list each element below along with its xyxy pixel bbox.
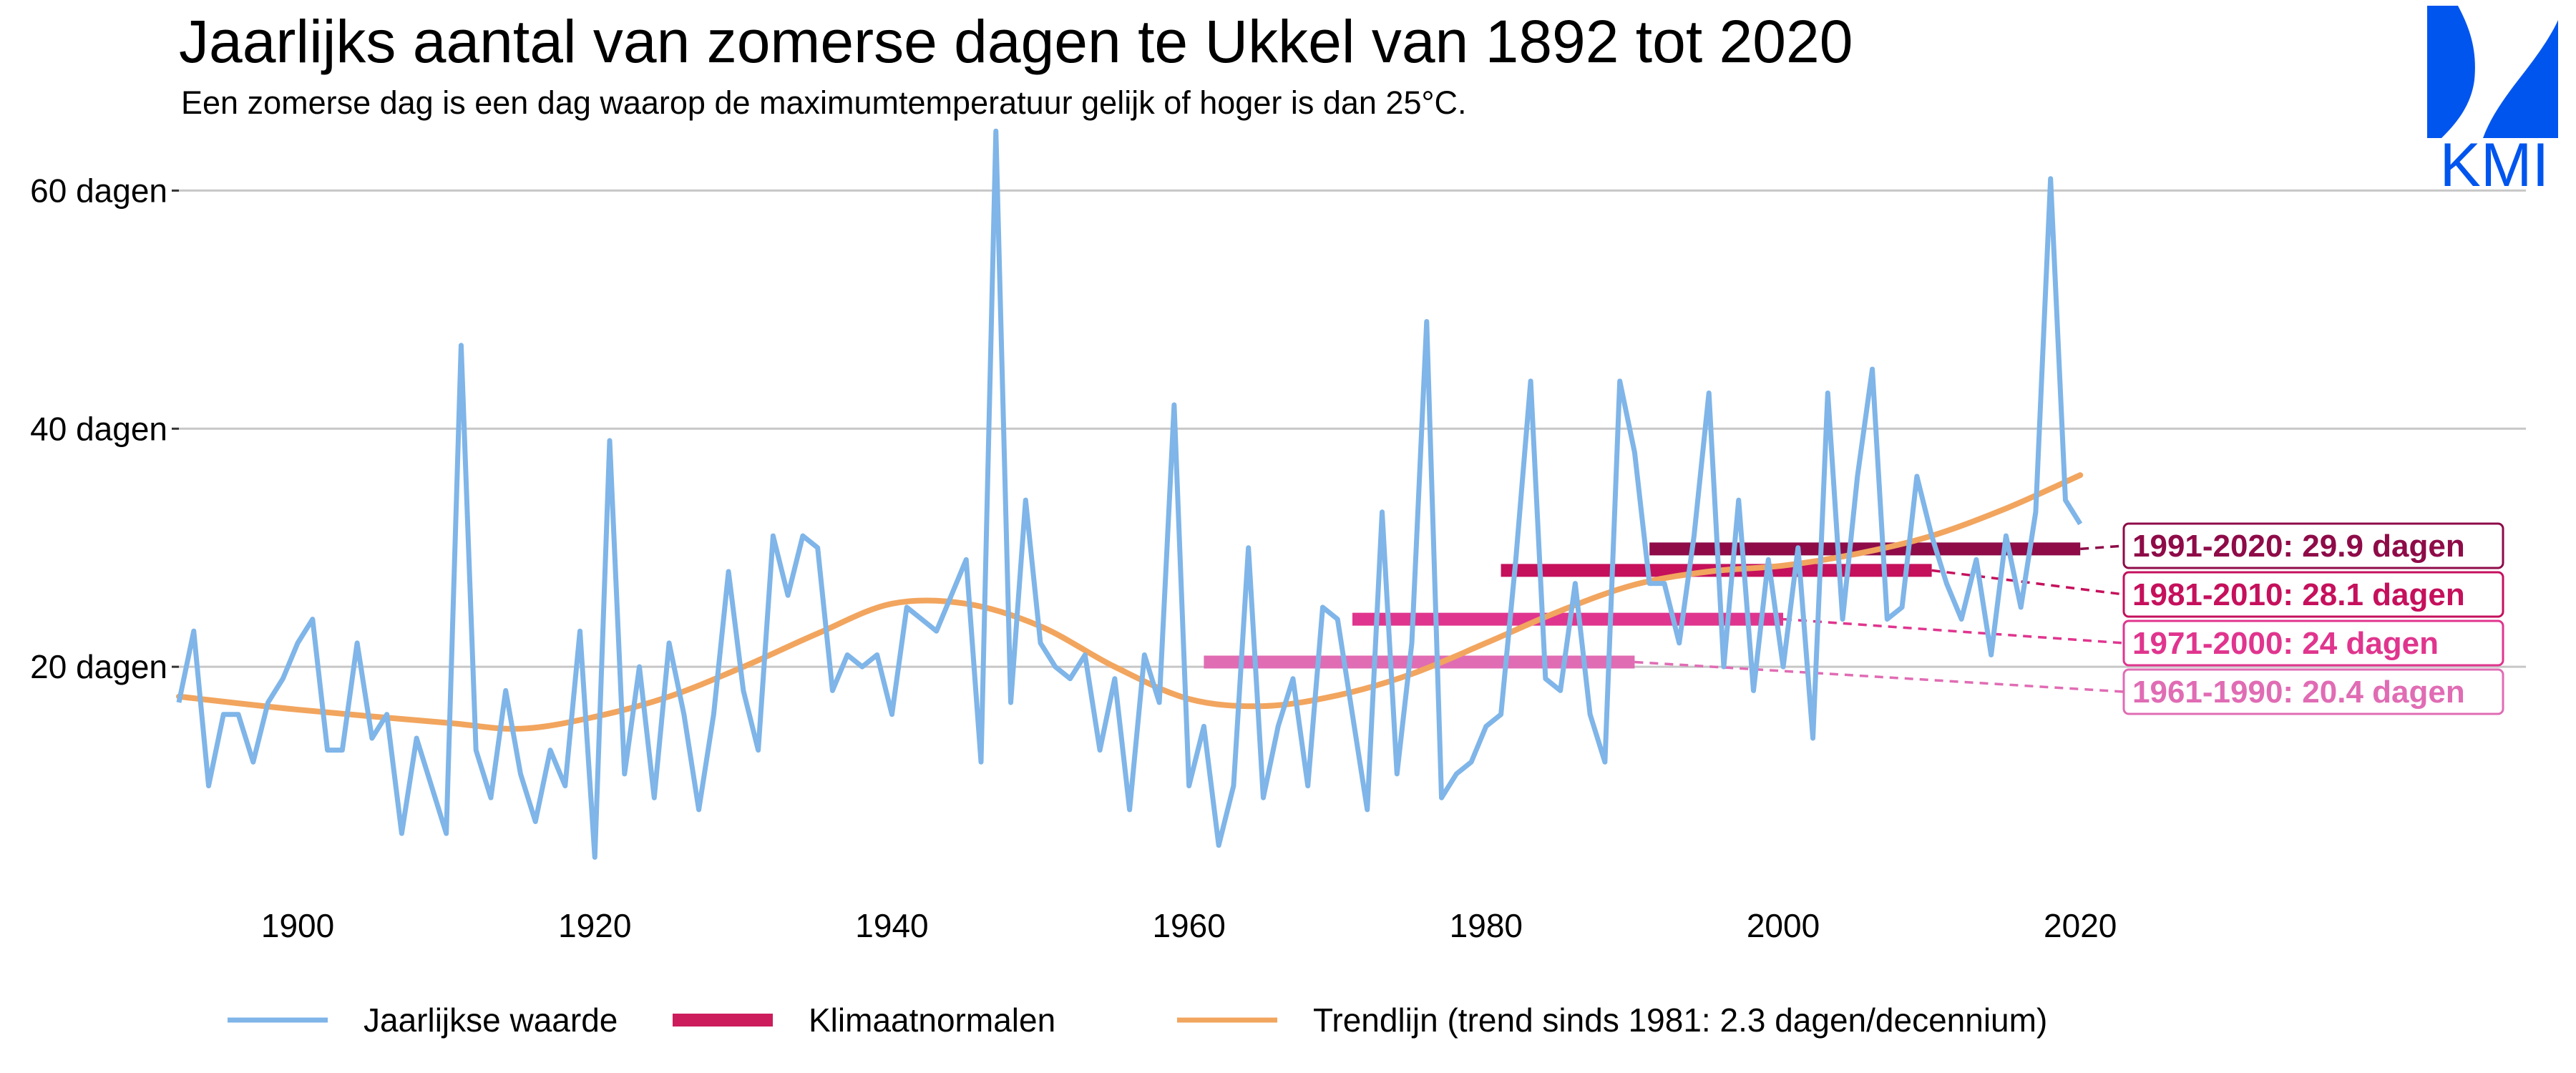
kmi-logo: KMI xyxy=(2427,6,2558,200)
climate-normal-label: 1991-2020: 29.9 dagen xyxy=(2132,529,2465,564)
kmi-logo-right-shape-icon xyxy=(2483,20,2558,138)
chart-subtitle: Een zomerse dag is een dag waarop de max… xyxy=(181,84,1467,121)
y-tick-label: 40 dagen xyxy=(30,410,167,447)
chart-title: Jaarlijks aantal van zomerse dagen te Uk… xyxy=(179,8,1853,75)
series xyxy=(176,128,2084,860)
x-tick-label: 2020 xyxy=(2044,907,2117,944)
x-tick-label: 1900 xyxy=(261,907,334,944)
legend-label: Jaarlijkse waarde xyxy=(364,1001,618,1039)
legend-label: Trendlijn (trend sinds 1981: 2.3 dagen/d… xyxy=(1313,1001,2047,1039)
climate-normal-leader xyxy=(2080,544,2124,551)
legend: Jaarlijkse waarde Klimaatnormalen Trendlij… xyxy=(228,1001,2047,1039)
climate-normal-label-box xyxy=(2122,522,2504,569)
legend-label: Klimaatnormalen xyxy=(809,1001,1055,1039)
climate-normals: 1961-1990: 20.4 dagen 1971-2000: 24 dagen… xyxy=(1204,522,2504,715)
yearly-values-line xyxy=(176,128,2083,860)
x-tick-label: 1940 xyxy=(855,907,928,944)
climate-normal-leader xyxy=(1931,569,2124,596)
x-axis: 1900 1920 1940 1960 1980 2000 2020 xyxy=(261,907,2117,944)
climate-normal-label: 1961-1990: 20.4 dagen xyxy=(2132,675,2465,710)
x-tick-label: 1920 xyxy=(558,907,631,944)
y-tick-label: 60 dagen xyxy=(30,172,167,209)
climate-normal-label-box xyxy=(2122,571,2504,618)
y-axis: 20 dagen 40 dagen 60 dagen xyxy=(30,172,179,685)
kmi-logo-text: KMI xyxy=(2440,131,2550,200)
climate-normal-label-box xyxy=(2122,619,2504,667)
kmi-logo-left-shape-icon xyxy=(2427,6,2475,138)
x-tick-label: 1980 xyxy=(1450,907,1523,944)
climate-normal-label: 1971-2000: 24 dagen xyxy=(2132,626,2439,661)
x-tick-label: 2000 xyxy=(1747,907,1820,944)
climate-normal-leader xyxy=(1782,617,2124,645)
y-tick-label: 20 dagen xyxy=(30,648,167,685)
climate-normal-label: 1981-2010: 28.1 dagen xyxy=(2132,577,2465,612)
climate-normal-leader xyxy=(1634,660,2124,693)
climate-normal-label-box xyxy=(2122,668,2504,715)
x-tick-label: 1960 xyxy=(1152,907,1225,944)
trend-line xyxy=(176,472,2084,732)
